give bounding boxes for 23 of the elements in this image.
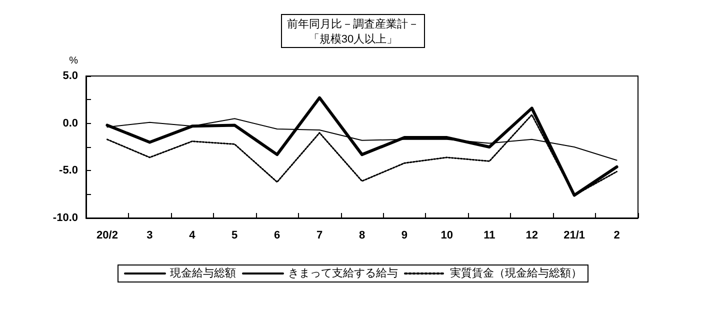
x-tick-label: 11 <box>484 230 496 242</box>
y-tick-label: 5.0 <box>62 70 78 82</box>
y-tick-label: -10.0 <box>52 212 78 224</box>
x-tick-label: 12 <box>526 230 538 242</box>
x-tick-label: 10 <box>440 230 454 242</box>
legend-label: 現金給与総額 <box>170 266 236 280</box>
x-tick-label: 21/1 <box>564 230 586 242</box>
x-tick-label: 9 <box>401 230 408 242</box>
x-tick-label: 20/2 <box>96 230 118 242</box>
y-tick-label: -5.0 <box>59 164 78 177</box>
x-tick-label: 2 <box>614 230 620 242</box>
x-tick-label: 6 <box>274 230 280 242</box>
y-axis-title: % <box>69 56 78 66</box>
x-tick-label: 4 <box>189 230 196 242</box>
legend-label: 実質賃金（現金給与総額） <box>450 266 582 280</box>
chart-subtitle: 「規模30人以上」 <box>308 32 398 46</box>
x-tick-label: 8 <box>358 230 366 242</box>
legend-label: きまって支給する給与 <box>288 266 398 280</box>
x-tick-label: 5 <box>232 230 238 242</box>
y-tick-label: 0.0 <box>62 117 78 130</box>
x-tick-label: 3 <box>146 230 153 242</box>
chart-title: 前年同月比－調査産業計－ <box>287 18 419 30</box>
x-tick-label: 7 <box>316 230 323 242</box>
